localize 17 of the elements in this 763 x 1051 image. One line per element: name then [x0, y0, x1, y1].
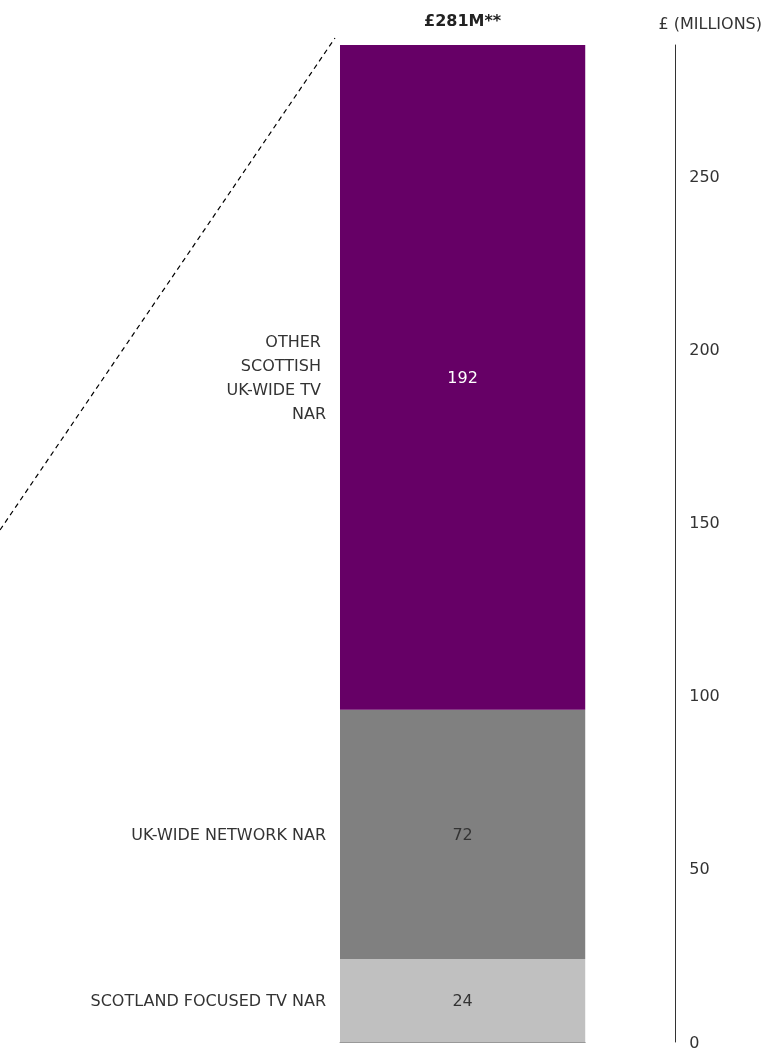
bar — [340, 709, 586, 959]
y-tick-label: 0 — [689, 1032, 700, 1051]
y-axis-title: £ (MILLIONS) — [658, 13, 762, 33]
y-tick-label: 100 — [689, 686, 720, 706]
text: £281M** — [424, 10, 502, 30]
data-label: 24 — [452, 990, 473, 1010]
y-tick-label: 50 — [689, 859, 710, 879]
y-tick-label: 150 — [689, 513, 720, 533]
bar — [340, 45, 586, 710]
bar — [340, 958, 586, 1042]
y-tick-label: 250 — [689, 167, 720, 187]
data-label: 72 — [452, 824, 473, 844]
series-label: UK-WIDE NETWORK NAR — [131, 824, 326, 844]
series-label: SCOTLAND FOCUSED TV NAR — [90, 990, 326, 1010]
y-tick-label: 200 — [689, 340, 720, 360]
series-label: OTHER SCOTTISH UK-WIDE TV NAR — [226, 331, 326, 423]
data-label: 192 — [447, 367, 478, 387]
